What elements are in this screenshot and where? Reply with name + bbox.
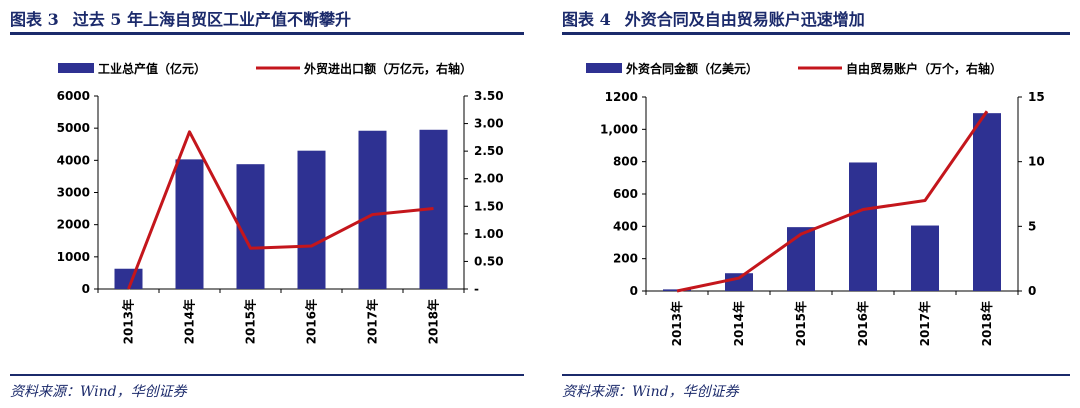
source-rule: [10, 374, 524, 376]
x-tick-label: 2016年: [304, 299, 319, 344]
left-tick-label: 4000: [57, 153, 90, 167]
legend-bar-label: 外资合同金额（亿美元）: [626, 61, 758, 76]
x-tick-label: 2018年: [979, 301, 994, 346]
left-tick-label: 3000: [57, 186, 90, 200]
left-tick-label: 400: [613, 219, 638, 233]
chart-panel-right: 图表 4 外资合同及自由贸易账户迅速增加 外资合同金额（亿美元） 自由贸易账户（万个…: [552, 0, 1080, 408]
x-tick-label: 2018年: [426, 299, 441, 344]
right-tick-label: -: [474, 282, 479, 296]
legend-line-label: 外贸进出口额（万亿元，右轴）: [304, 61, 472, 76]
x-tick-label: 2013年: [669, 301, 684, 346]
title-rule: [562, 32, 1070, 35]
source-note: 资料来源：Wind，华创证券: [10, 384, 187, 400]
title-text: 外资合同及自由贸易账户迅速增加: [624, 10, 865, 29]
bar: [297, 150, 326, 289]
bar: [175, 159, 204, 289]
right-tick-label: 5: [1028, 219, 1036, 233]
bar: [358, 130, 387, 289]
chart-svg: 工业总产值（亿元） 外贸进出口额（万亿元，右轴） 6000 5000 4000 3000 2…: [57, 61, 504, 344]
legend-bar-swatch: [58, 63, 94, 73]
source-note: 资料来源：Wind，华创证券: [562, 384, 739, 400]
x-tick-label: 2017年: [365, 299, 380, 344]
right-tick-label: 2.00: [474, 172, 504, 186]
right-tick-label: 3.00: [474, 117, 504, 131]
chart-title: 图表 3 过去 5 年上海自贸区工业产值不断攀升: [10, 6, 351, 30]
bar: [725, 273, 753, 291]
legend-bar-swatch: [586, 63, 622, 73]
chart-svg: 外资合同金额（亿美元） 自由贸易账户（万个，右轴） 1200 1,000 800 600 4…: [586, 61, 1045, 346]
x-tick-label: 2015年: [243, 299, 258, 344]
right-tick-label: 0: [1028, 284, 1036, 298]
left-tick-label: 600: [613, 187, 638, 201]
right-tick-label: 0.50: [474, 254, 504, 268]
right-tick-label: 2.50: [474, 144, 504, 158]
left-tick-label: 0: [630, 284, 638, 298]
left-tick-label: 1200: [605, 90, 638, 104]
chart-title: 图表 4 外资合同及自由贸易账户迅速增加: [562, 6, 865, 30]
title-text: 过去 5 年上海自贸区工业产值不断攀升: [72, 10, 351, 29]
right-tick-label: 1.00: [474, 227, 504, 241]
x-tick-label: 2013年: [121, 299, 136, 344]
bar: [911, 225, 939, 291]
series-line: [676, 110, 989, 293]
legend-bar-label: 工业总产值（亿元）: [98, 61, 206, 76]
legend-line-label: 自由贸易账户（万个，右轴）: [846, 61, 1002, 76]
left-tick-label: 800: [613, 155, 638, 169]
left-tick-label: 6000: [57, 89, 90, 103]
x-tick-label: 2017年: [917, 301, 932, 346]
bar: [849, 162, 877, 291]
bar: [787, 227, 815, 291]
figure-label: 图表 3: [10, 10, 59, 29]
left-tick-label: 0: [82, 282, 90, 296]
right-tick-label: 10: [1028, 155, 1045, 169]
x-tick-label: 2014年: [182, 299, 197, 344]
right-tick-label: 3.50: [474, 89, 504, 103]
x-tick-label: 2016年: [855, 301, 870, 346]
chart-panel-left: 图表 3 过去 5 年上海自贸区工业产值不断攀升 工业总产值（亿元） 外贸进出口额（…: [10, 6, 524, 400]
x-tick-label: 2015年: [793, 301, 808, 346]
left-tick-label: 2000: [57, 218, 90, 232]
title-rule: [10, 32, 524, 35]
series-line: [127, 130, 434, 290]
left-tick-label: 5000: [57, 121, 90, 135]
figure-label: 图表 4: [562, 10, 611, 29]
right-tick-label: 15: [1028, 90, 1045, 104]
bar: [236, 164, 265, 289]
bar: [973, 113, 1001, 292]
left-tick-label: 200: [613, 252, 638, 266]
left-tick-label: 1000: [57, 250, 90, 264]
x-tick-label: 2014年: [731, 301, 746, 346]
right-tick-label: 1.50: [474, 199, 504, 213]
left-tick-label: 1,000: [600, 122, 638, 136]
source-rule: [562, 374, 1070, 376]
